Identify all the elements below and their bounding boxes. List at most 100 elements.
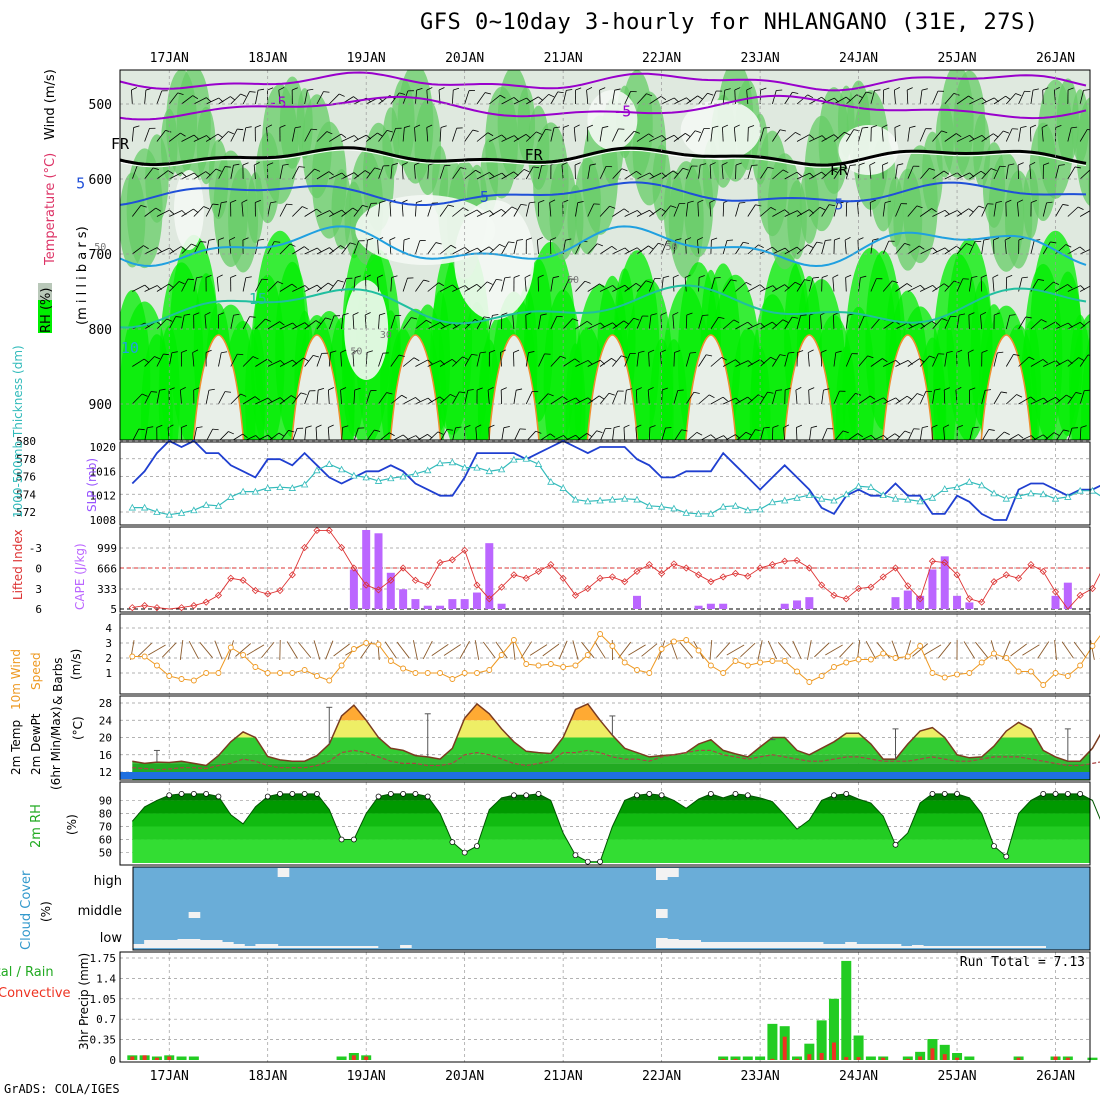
wind-barb-flag xyxy=(1087,354,1090,356)
precip-total-bar xyxy=(176,1056,187,1060)
wind-barb xyxy=(858,355,868,367)
wind-barb-flag xyxy=(143,358,150,363)
wind-barb-flag xyxy=(635,424,642,428)
wind-speed-point xyxy=(375,641,382,648)
wind-barb xyxy=(647,390,650,405)
wind-speed-point xyxy=(264,670,271,676)
wind-barb-flag xyxy=(708,394,715,399)
wind-barb-flag xyxy=(597,243,603,247)
wind-speed-point xyxy=(350,646,357,652)
wind-barb-flag xyxy=(920,285,926,290)
warm-column xyxy=(980,334,1033,440)
wind-barb xyxy=(415,240,421,255)
rh-point xyxy=(215,793,222,800)
wind-barb-flag xyxy=(427,359,433,365)
wind-barb-flag xyxy=(718,316,725,319)
wind-barb xyxy=(255,90,259,105)
wind-barb-flag xyxy=(807,94,814,99)
rh-tick: 70 xyxy=(99,821,112,834)
wind-barb xyxy=(844,240,847,255)
wind-barb xyxy=(1079,320,1090,330)
wind-barb-flag xyxy=(215,168,222,172)
wind-barb xyxy=(193,97,207,105)
wind-barb xyxy=(230,393,241,405)
wind-barb-flag xyxy=(352,349,359,353)
wind-barb-flag xyxy=(171,351,178,354)
wind-barb xyxy=(722,319,735,330)
wind-speed-line xyxy=(132,633,1100,686)
wind-speed-point xyxy=(449,676,456,682)
wind-barb xyxy=(452,356,463,367)
rh-point xyxy=(203,791,210,797)
wind-barb-flag xyxy=(535,430,542,434)
wind-barb-flag xyxy=(367,238,374,241)
wind-barb-flag xyxy=(884,200,891,204)
wind-barb xyxy=(575,397,589,405)
freezing-level xyxy=(119,146,1087,167)
wind-barb xyxy=(599,322,613,330)
wind-barb xyxy=(156,130,166,142)
wind-barb xyxy=(907,284,921,292)
wind-barb xyxy=(919,427,923,440)
wind-barb-flag xyxy=(758,244,764,249)
cloud-low-cell xyxy=(311,946,323,948)
wind-barb-flag xyxy=(313,354,319,358)
wind-barb-flag xyxy=(563,124,569,128)
wind-barb-flag xyxy=(1077,206,1084,211)
wind-barb-flag xyxy=(931,208,937,213)
wind-barb-flag xyxy=(538,96,544,101)
wind-barb-flag xyxy=(426,319,432,324)
wind-barb-flag xyxy=(916,205,923,209)
wind-barb xyxy=(993,391,1002,405)
wind-barb xyxy=(476,132,489,142)
wind-barb-flag xyxy=(488,246,494,251)
wind-speed-point xyxy=(584,652,591,658)
wind-barb-flag xyxy=(563,435,569,440)
wind-barb xyxy=(401,202,404,217)
wind-barb xyxy=(845,129,855,142)
wind-barb-flag xyxy=(340,245,346,250)
wind-barb xyxy=(746,90,749,105)
contour-label: -5 xyxy=(269,94,287,112)
wind-barb-flag xyxy=(520,203,527,206)
thickness-tick: 580 xyxy=(16,435,36,448)
cape-bar xyxy=(940,556,949,609)
wind-barb xyxy=(809,241,818,255)
wind-barb-flag xyxy=(968,312,975,316)
li-point xyxy=(645,561,653,569)
thickness-point xyxy=(448,458,457,466)
wind-barb-flag xyxy=(1030,124,1037,128)
wind-barb xyxy=(341,207,353,217)
wind-barb xyxy=(501,277,506,292)
ylabel-cape: CAPE (J/kg) xyxy=(73,543,87,610)
li-point xyxy=(128,604,136,612)
wind-barb-flag xyxy=(690,352,697,354)
wind-barb xyxy=(476,316,485,330)
wind-barb xyxy=(735,396,748,405)
wind-barb-flag xyxy=(464,247,470,252)
chart-title: GFS 0~10day 3-hourly for NHLANGANO (31E,… xyxy=(420,10,1039,35)
wind-speed-point xyxy=(301,667,308,673)
wind-barb-flag xyxy=(867,355,874,359)
li-point xyxy=(744,572,752,580)
wind-barb xyxy=(513,97,527,105)
li-point xyxy=(670,560,678,568)
wind-barb xyxy=(1043,321,1056,330)
wind-barb-flag xyxy=(426,124,433,128)
wind-barb-flag xyxy=(386,392,393,395)
wind-barb xyxy=(882,280,893,292)
wind-barb xyxy=(304,284,318,292)
wind-barb-flag xyxy=(572,318,579,322)
wind-barb-10m xyxy=(740,642,756,658)
wind-barb-flag xyxy=(870,199,876,203)
wind-barb xyxy=(439,322,453,330)
thickness-point xyxy=(399,472,407,480)
wind-barb-flag xyxy=(1090,170,1095,173)
wind-barb-flag xyxy=(460,167,467,170)
precip-convective-bar xyxy=(856,1057,861,1060)
wind-barb xyxy=(1079,285,1090,292)
wind-barb xyxy=(956,278,964,292)
wind-barb-flag xyxy=(779,354,786,357)
wind-barb xyxy=(821,240,826,255)
wind-barb-flag xyxy=(241,199,248,203)
